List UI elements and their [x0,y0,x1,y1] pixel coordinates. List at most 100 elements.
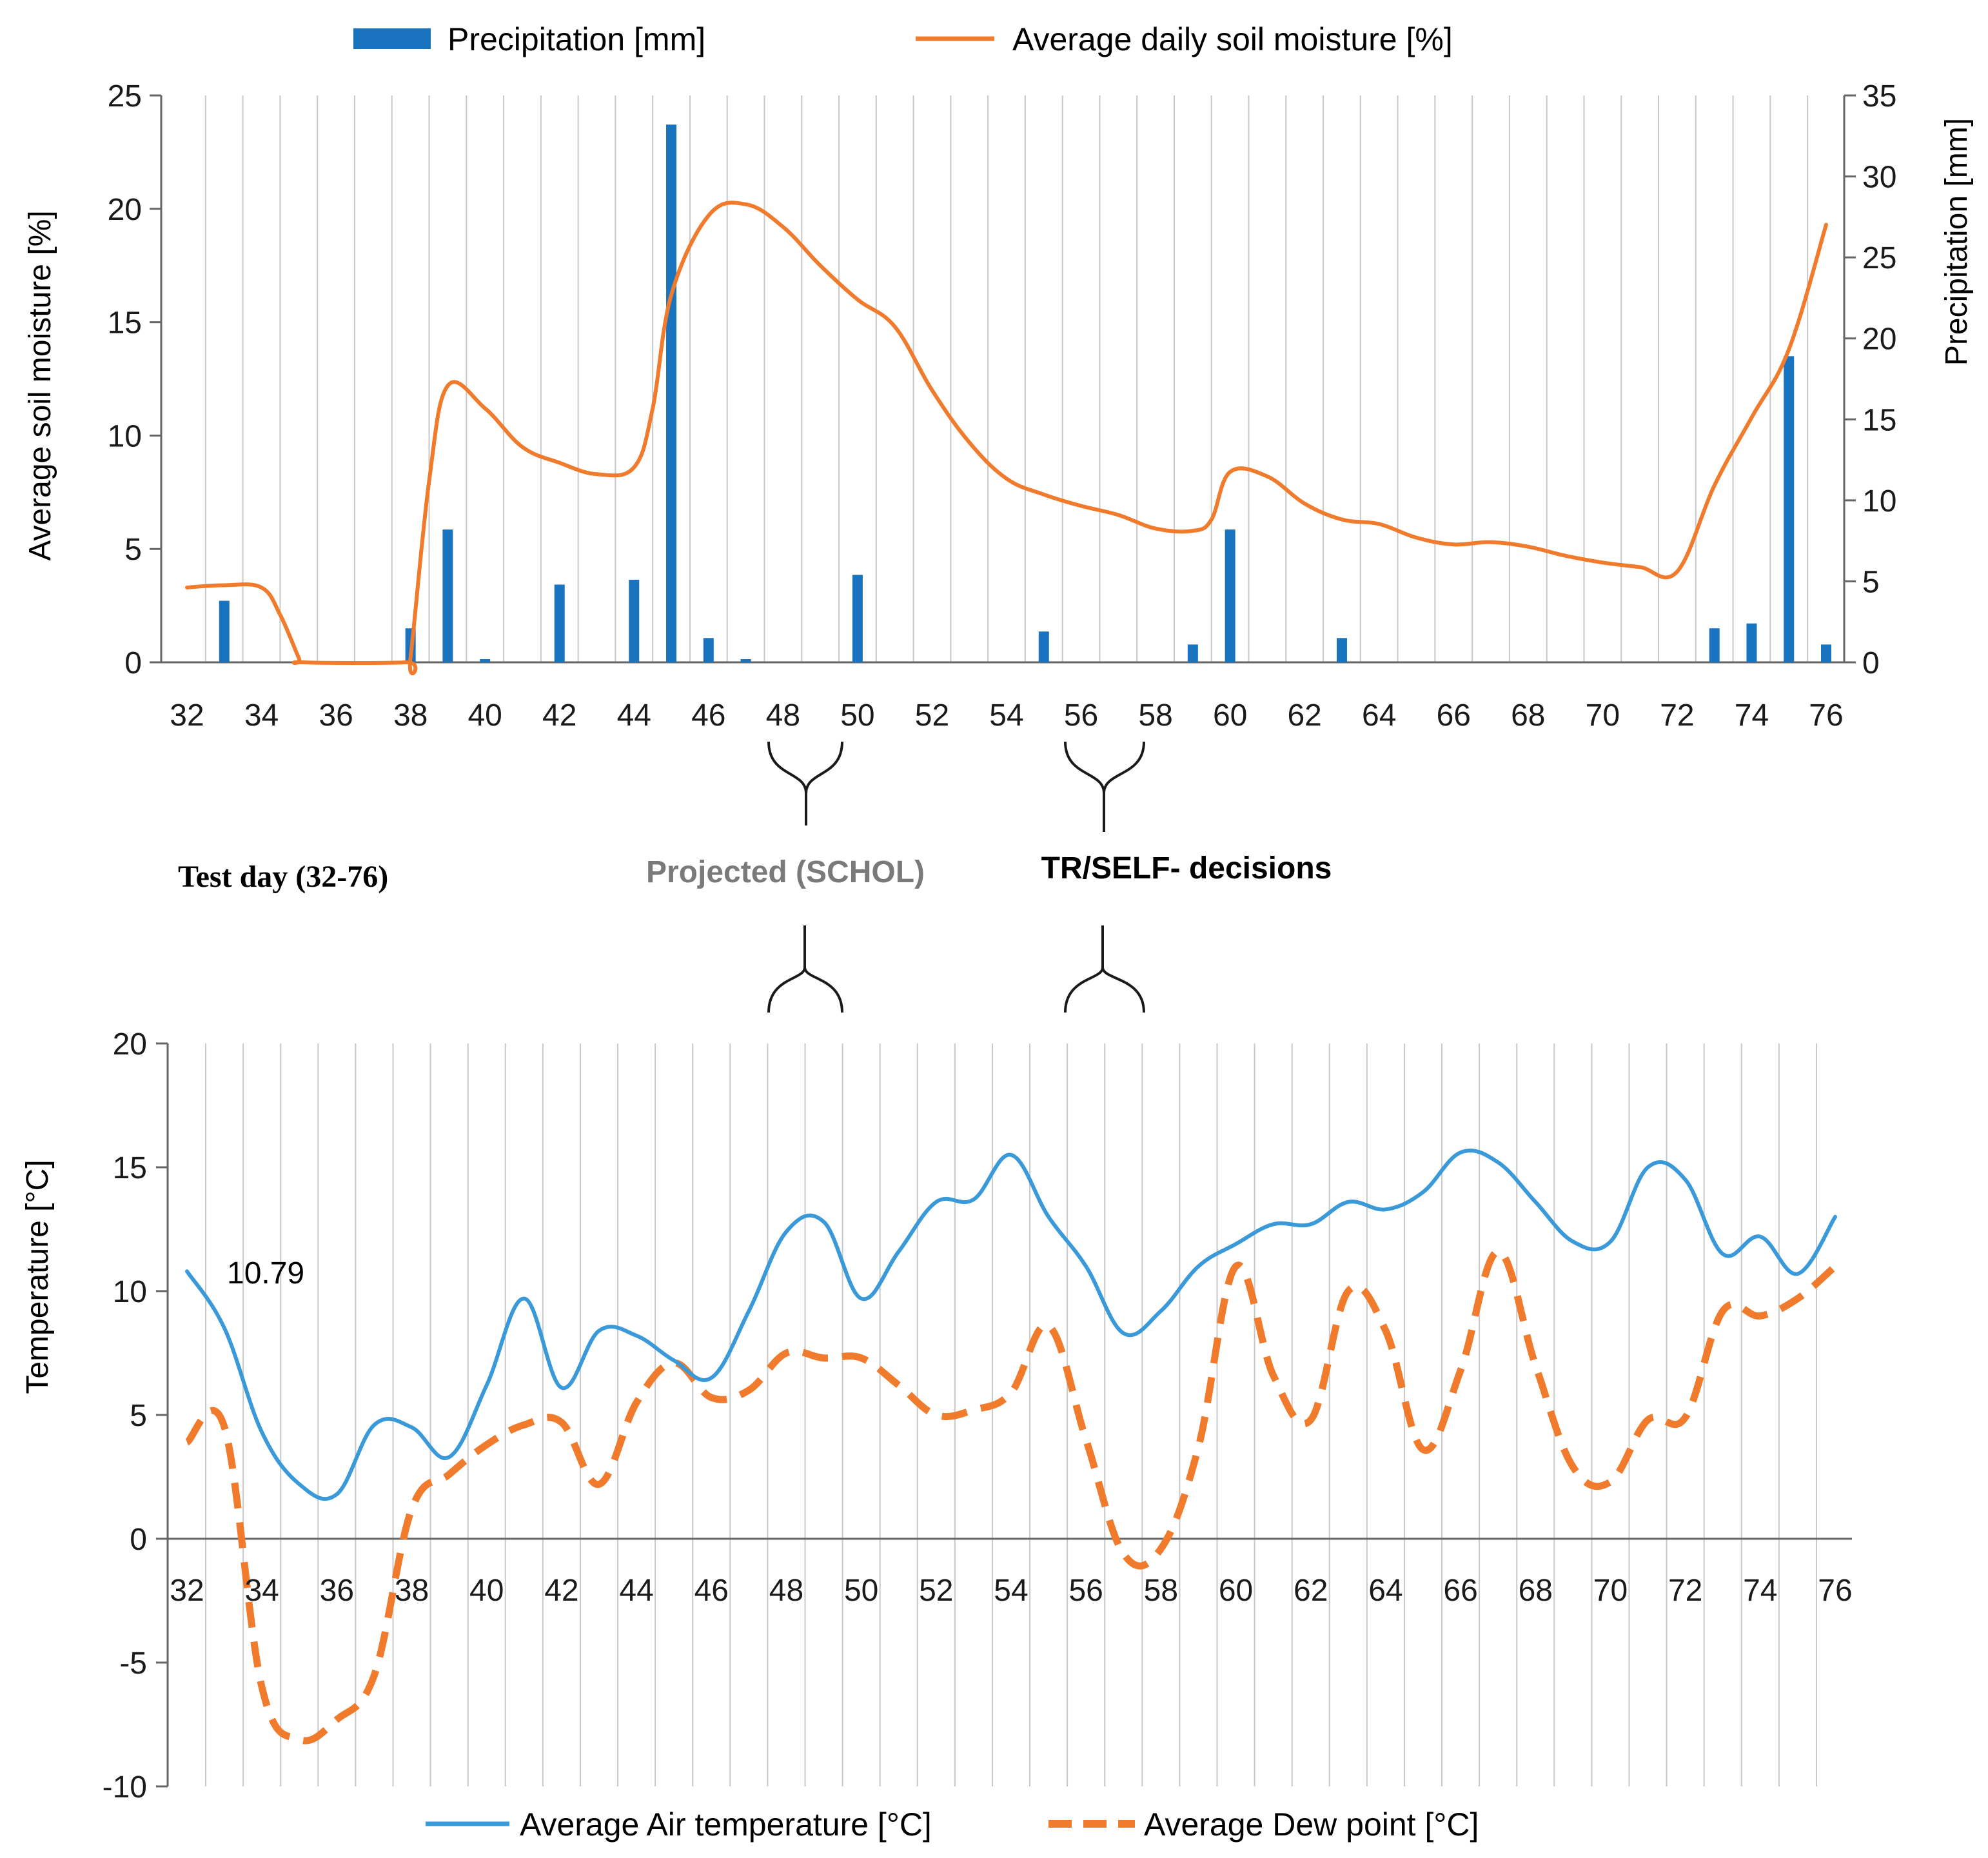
bottom-x-tick-label: 74 [1743,1574,1777,1608]
y-axis-title-right: Precipitation [mm] [1940,118,1974,366]
top-x-tick-label: 46 [691,698,725,733]
precipitation-bar [1821,644,1831,662]
top-x-tick-label: 52 [915,698,949,733]
top-y-tick-label-right: 25 [1862,241,1896,275]
dew-point-series [184,1248,1838,1744]
bottom-x-tick-label: 72 [1668,1574,1702,1608]
bottom-gridlines [205,1043,1817,1786]
annotation-10-79: 10.79 [227,1256,304,1290]
precipitation-bar [1784,356,1795,662]
legend-precipitation-swatch [353,28,431,49]
top-y-tick-label-right: 35 [1862,79,1896,114]
top-x-tick-label: 64 [1362,698,1396,733]
moisture-precipitation-chart: Precipitation [mm] Average daily soil mo… [23,21,1974,733]
bottom-x-tick-label: 40 [469,1574,504,1608]
top-x-tick-label: 36 [319,698,353,733]
bottom-x-tick-label: 68 [1519,1574,1553,1608]
bottom-y-tick-label: -10 [103,1770,147,1804]
bottom-y-tick-label: 15 [113,1151,147,1185]
top-tick-labels: 0 5 10 15 20 25 0 5 10 15 20 25 30 35 32 34 36 38 40 42 44 46… [108,79,1897,733]
projected-schol-label: Projected (SCHOL) [646,855,925,889]
bottom-x-tick-label: 62 [1294,1574,1328,1608]
top-x-tick-label: 44 [617,698,651,733]
bottom-x-tick-label: 52 [919,1574,953,1608]
legend-dew-point-label: Average Dew point [°C] [1144,1806,1479,1843]
bottom-x-tick-label: 56 [1068,1574,1103,1608]
precipitation-bar [852,575,863,662]
precipitation-bar [1746,623,1757,662]
projected-brace-bottom [767,925,843,1013]
legend-precipitation-label: Precipitation [mm] [448,21,705,57]
precipitation-bar [1225,529,1235,662]
soil-moisture-series [185,201,1828,676]
top-x-tick-label: 60 [1213,698,1247,733]
bottom-x-tick-label: 54 [994,1574,1028,1608]
top-gridlines [204,95,1809,662]
bottom-tick-labels: -10 -5 0 5 10 15 20 32 34 36 38 40 42 44 46 48 50 52 54 56 5… [103,1027,1853,1804]
top-x-tick-label: 38 [393,698,428,733]
top-legend: Precipitation [mm] Average daily soil mo… [353,21,1453,57]
bottom-legend: Average Air temperature [°C] Average Dew… [426,1806,1479,1843]
top-y-tick-label-left: 10 [108,419,142,453]
top-y-tick-label-right: 10 [1862,484,1896,519]
top-x-tick-label: 40 [467,698,502,733]
top-y-tick-label-right: 15 [1862,403,1896,437]
bottom-x-tick-label: 76 [1818,1574,1852,1608]
top-y-tick-label-right: 30 [1862,161,1896,195]
top-x-tick-label: 74 [1735,698,1769,733]
decisions-brace-top [1064,741,1145,832]
bottom-x-tick-label: 32 [170,1574,204,1608]
bottom-x-tick-label: 66 [1443,1574,1477,1608]
legend-air-temperature-label: Average Air temperature [°C] [520,1806,932,1843]
top-y-tick-label-right: 5 [1862,565,1880,599]
precipitation-bar [1336,638,1347,662]
precipitation-bar [480,658,491,662]
top-y-tick-label-left: 15 [108,306,142,341]
top-y-tick-label-left: 20 [108,193,142,227]
top-y-tick-label-right: 20 [1862,322,1896,357]
y-axis-title-left: Average soil moisture [%] [23,210,57,560]
bottom-x-tick-label: 64 [1368,1574,1402,1608]
decisions-brace-bottom [1064,925,1145,1013]
temperature-chart: Temperature [°C] -10 -5 0 5 10 15 20 32 34 36 38 40… [21,1027,1853,1843]
top-x-tick-label: 68 [1511,698,1545,733]
soil-moisture-line [185,201,1828,676]
bottom-y-tick-label: 0 [130,1523,147,1557]
bottom-x-tick-label: 58 [1144,1574,1178,1608]
top-x-tick-label: 50 [840,698,874,733]
temperature-axis-title: Temperature [°C] [21,1160,55,1394]
bottom-x-tick-label: 38 [395,1574,429,1608]
precipitation-bar [1709,628,1720,662]
top-axes [150,94,1856,664]
top-x-tick-label: 66 [1437,698,1471,733]
bottom-x-tick-label: 36 [320,1574,354,1608]
bottom-x-tick-label: 48 [769,1574,803,1608]
bottom-x-tick-label: 60 [1219,1574,1253,1608]
precipitation-bar [554,584,565,662]
precipitation-bar [219,600,230,662]
top-x-tick-label: 70 [1586,698,1620,733]
legend-soil-moisture-label: Average daily soil moisture [%] [1012,21,1453,57]
top-x-tick-label: 76 [1809,698,1843,733]
precipitation-bar [442,529,453,662]
period-annotations: Test day (32-76) Projected (SCHOL) TR/SE… [178,741,1332,1013]
bottom-x-tick-label: 34 [244,1574,279,1608]
precipitation-bars [219,124,1831,663]
top-x-tick-label: 34 [244,698,279,733]
top-x-tick-label: 54 [989,698,1023,733]
top-x-tick-label: 32 [170,698,204,733]
temperature-lines [184,1148,1838,1744]
precipitation-bar [666,124,677,663]
top-y-tick-label-left: 0 [124,646,142,680]
projected-brace-top [767,741,843,825]
top-y-tick-label-left: 25 [108,79,142,114]
top-y-tick-label-left: 5 [124,533,142,567]
bottom-x-tick-label: 50 [844,1574,878,1608]
bottom-axes [156,1042,1852,1788]
precipitation-bar [1187,644,1198,662]
bottom-x-tick-label: 70 [1593,1574,1628,1608]
bottom-x-tick-label: 44 [619,1574,653,1608]
precipitation-bar [629,579,640,662]
top-x-tick-label: 56 [1064,698,1098,733]
